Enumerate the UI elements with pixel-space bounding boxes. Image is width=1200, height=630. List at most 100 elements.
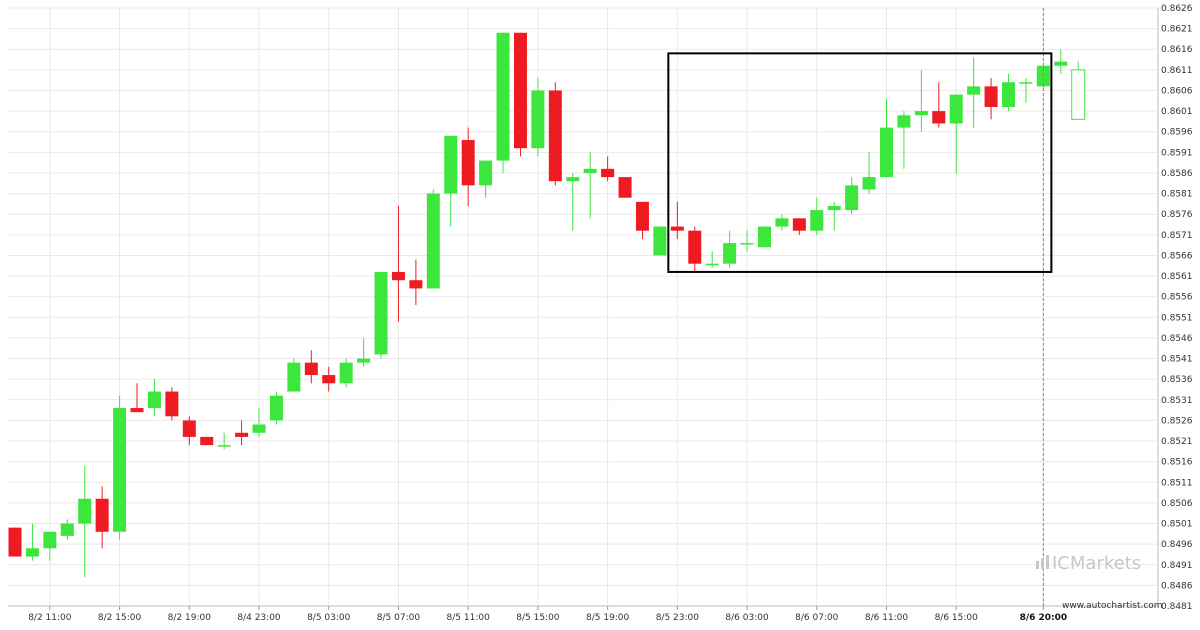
candle bbox=[374, 271, 388, 359]
candle-body bbox=[845, 185, 859, 211]
candle-body bbox=[827, 205, 841, 211]
y-tick-label: 0.8611 bbox=[1161, 66, 1193, 76]
candle bbox=[461, 127, 475, 206]
y-tick-label: 0.8481 bbox=[1161, 602, 1193, 612]
candles bbox=[8, 32, 1086, 578]
candle bbox=[217, 432, 231, 450]
candle bbox=[862, 152, 876, 194]
candle bbox=[444, 135, 458, 227]
candle-body bbox=[810, 210, 824, 231]
x-tick-label: 8/5 07:00 bbox=[377, 613, 421, 623]
candle bbox=[845, 177, 859, 215]
candle-body bbox=[723, 243, 737, 264]
candle-body bbox=[1002, 82, 1016, 107]
candle bbox=[653, 226, 667, 256]
y-tick-label: 0.8576 bbox=[1161, 210, 1193, 220]
candle bbox=[967, 57, 981, 128]
y-tick-label: 0.8536 bbox=[1161, 375, 1193, 385]
candle-body bbox=[217, 445, 231, 447]
source-credit: www.autochartist.com bbox=[1062, 601, 1163, 611]
candle bbox=[339, 358, 353, 388]
y-tick-label: 0.8526 bbox=[1161, 416, 1193, 426]
candle bbox=[670, 201, 684, 239]
candle-body bbox=[1019, 82, 1033, 84]
candle bbox=[618, 177, 632, 198]
x-tick-label: 8/6 11:00 bbox=[865, 613, 909, 623]
grid-lines bbox=[8, 7, 1158, 607]
candle bbox=[1019, 78, 1033, 103]
candle bbox=[165, 387, 179, 421]
y-tick-label: 0.8556 bbox=[1161, 293, 1193, 303]
logo-text: ICMarkets bbox=[1052, 553, 1141, 574]
candle bbox=[287, 358, 301, 392]
candle bbox=[723, 230, 737, 268]
candle bbox=[426, 189, 440, 289]
x-tick-label: 8/5 19:00 bbox=[586, 613, 630, 623]
candle-body bbox=[287, 362, 301, 392]
candle-body bbox=[1071, 69, 1086, 120]
candle-body bbox=[25, 548, 39, 557]
y-tick-label: 0.8616 bbox=[1161, 45, 1193, 55]
y-tick-label: 0.8531 bbox=[1161, 396, 1193, 406]
candle bbox=[566, 172, 580, 231]
x-tick-label: 8/2 11:00 bbox=[28, 613, 72, 623]
y-tick-label: 0.8546 bbox=[1161, 334, 1193, 344]
candle-body bbox=[182, 420, 196, 437]
candle-body bbox=[374, 271, 388, 355]
candle-body bbox=[357, 358, 371, 363]
candle bbox=[635, 201, 649, 239]
candle-body bbox=[1036, 65, 1050, 87]
candle-body bbox=[670, 226, 684, 231]
candle bbox=[235, 420, 249, 446]
y-tick-label: 0.8496 bbox=[1161, 540, 1193, 550]
candle-body bbox=[165, 391, 179, 417]
candle-body bbox=[949, 94, 963, 124]
y-tick-label: 0.8516 bbox=[1161, 458, 1193, 468]
y-tick-label: 0.8591 bbox=[1161, 148, 1193, 158]
candle bbox=[810, 197, 824, 235]
y-axis: 0.8481 0.8486 0.8491 0.8496 0.8501 0.8506 0.85… bbox=[1157, 4, 1193, 612]
candle-body bbox=[583, 168, 597, 173]
candle bbox=[1002, 73, 1016, 112]
y-tick-label: 0.8571 bbox=[1161, 231, 1193, 241]
candle-body bbox=[897, 115, 911, 128]
y-tick-label: 0.8506 bbox=[1161, 499, 1193, 509]
candle-body bbox=[78, 498, 92, 524]
candle bbox=[897, 111, 911, 169]
candle-body bbox=[1054, 61, 1068, 66]
candle-body bbox=[200, 436, 214, 446]
candle-body bbox=[757, 226, 771, 248]
candle bbox=[757, 226, 771, 248]
candle bbox=[880, 98, 893, 178]
y-tick-label: 0.8486 bbox=[1161, 581, 1193, 591]
x-axis: 8/2 11:00 8/2 15:00 8/2 19:00 8/4 23:00 8/5 … bbox=[8, 605, 1158, 623]
x-tick-label: 8/6 20:00 bbox=[1020, 613, 1068, 623]
candle bbox=[130, 383, 144, 413]
y-tick-label: 0.8561 bbox=[1161, 272, 1193, 282]
candle-body bbox=[618, 177, 632, 198]
pattern-box bbox=[667, 52, 1053, 273]
candle bbox=[479, 160, 493, 198]
x-tick-label: 8/2 19:00 bbox=[168, 613, 212, 623]
candle-body bbox=[235, 432, 249, 437]
y-tick-label: 0.8581 bbox=[1161, 190, 1193, 200]
candle-body bbox=[932, 111, 946, 124]
y-tick-label: 0.8596 bbox=[1161, 128, 1193, 138]
candle bbox=[1054, 49, 1068, 74]
candle-body bbox=[513, 32, 527, 149]
candle bbox=[60, 519, 74, 541]
candle-body bbox=[461, 139, 475, 186]
candle bbox=[113, 395, 127, 541]
x-tick-label: 8/6 07:00 bbox=[795, 613, 839, 623]
y-tick-label: 0.8491 bbox=[1161, 561, 1193, 571]
candle-body bbox=[531, 90, 545, 149]
candle-body bbox=[269, 395, 283, 421]
candle bbox=[914, 69, 928, 132]
candle bbox=[688, 226, 702, 272]
candle-body bbox=[862, 177, 876, 190]
candle bbox=[252, 408, 266, 437]
candle-body bbox=[113, 408, 127, 532]
broker-logo: ICMarkets bbox=[1036, 553, 1141, 574]
candle bbox=[269, 391, 283, 425]
candle bbox=[8, 527, 22, 557]
